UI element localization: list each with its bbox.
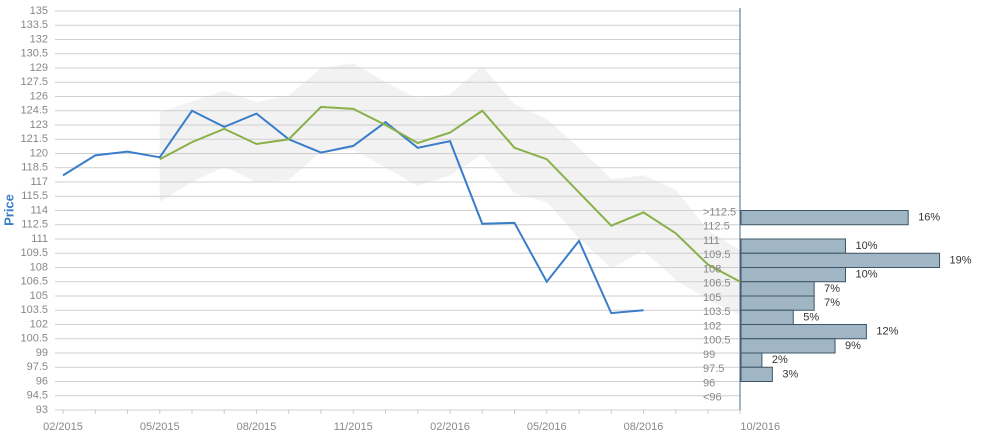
y-tick-label: 97.5 (27, 361, 48, 373)
x-tick-label: 02/2015 (43, 421, 83, 433)
histogram-bin-label: 99 (703, 349, 715, 361)
histogram-value-label: 10% (856, 269, 878, 281)
x-tick-label: 10/2016 (740, 421, 780, 433)
y-tick-label: 109.5 (20, 247, 48, 259)
histogram-bin-label: 97.5 (703, 363, 724, 375)
histogram-bin-label: 96 (703, 377, 715, 389)
y-tick-label: 124.5 (20, 105, 48, 117)
x-tick-label: 05/2015 (140, 421, 180, 433)
y-tick-label: 102 (30, 318, 48, 330)
y-tick-label: 96 (36, 375, 48, 387)
histogram-bin-label: 102 (703, 320, 721, 332)
y-tick-label: 117 (30, 176, 48, 188)
y-tick-label: 100.5 (20, 333, 48, 345)
histogram-bar (740, 324, 867, 340)
histogram-bar (740, 238, 846, 254)
histogram-bar (740, 352, 763, 368)
histogram-bin-label: 103.5 (703, 306, 731, 318)
y-tick-label: 127.5 (20, 76, 48, 88)
y-tick-label: 115.5 (21, 190, 48, 202)
histogram-value-label: 19% (950, 254, 972, 266)
histogram-bin-label: <96 (703, 392, 722, 404)
y-tick-label: 93 (36, 404, 48, 416)
histogram-bin-label: 112.5 (703, 221, 730, 233)
histogram-value-label: 5% (803, 311, 819, 323)
histogram-value-label: 12% (876, 326, 898, 338)
y-tick-label: 108 (30, 261, 48, 273)
y-tick-label: 123 (30, 119, 48, 131)
histogram-bin-label: 111 (703, 235, 720, 247)
histogram-value-label: 3% (782, 368, 798, 380)
y-tick-label: 129 (30, 62, 48, 74)
histogram-bin-label: 106.5 (703, 278, 731, 290)
histogram-bar (740, 252, 941, 268)
histogram-bar (740, 210, 909, 226)
y-axis-label: Price (1, 194, 16, 226)
histogram-value-label: 10% (856, 240, 878, 252)
histogram-bar (740, 295, 815, 311)
histogram-bar (740, 309, 794, 325)
y-tick-label: 103.5 (20, 304, 48, 316)
y-tick-label: 99 (36, 347, 48, 359)
histogram-bin-label: 109.5 (703, 249, 731, 261)
x-tick-label: 08/2015 (237, 421, 277, 433)
price-line (62, 109, 644, 315)
y-tick-label: 94.5 (27, 390, 48, 402)
histogram-bin-label: >112.5 (703, 206, 736, 218)
histogram-bar (740, 338, 836, 354)
y-tick-label: 111 (31, 233, 48, 245)
y-tick-label: 135 (30, 5, 48, 17)
y-tick-label: 126 (30, 90, 48, 102)
y-tick-label: 132 (30, 33, 48, 45)
y-tick-label: 133.5 (20, 19, 48, 31)
x-tick-label: 08/2016 (624, 421, 664, 433)
histogram-value-label: 7% (824, 297, 840, 309)
x-tick-label: 02/2016 (430, 421, 470, 433)
y-tick-label: 118.5 (21, 162, 48, 174)
y-tick-label: 112.5 (21, 219, 48, 231)
x-tick-label: 11/2015 (334, 421, 373, 433)
histogram-bar (740, 281, 815, 297)
x-tick-label: 05/2016 (527, 421, 567, 433)
histogram-bar (740, 366, 773, 382)
histogram-value-label: 16% (918, 212, 940, 224)
histogram-value-label: 7% (824, 283, 840, 295)
y-tick-label: 121.5 (20, 133, 48, 145)
y-tick-label: 106.5 (20, 276, 48, 288)
y-tick-label: 130.5 (20, 48, 48, 60)
histogram-bar (740, 267, 846, 283)
histogram-bin-label: 105 (703, 292, 721, 304)
price-line (159, 105, 741, 283)
y-tick-label: 105 (30, 290, 48, 302)
histogram-value-label: 2% (772, 354, 788, 366)
histogram-bin-label: 108 (703, 263, 721, 275)
forecast-band (159, 63, 741, 315)
y-tick-label: 120 (30, 147, 48, 159)
histogram-bin-label: 100.5 (703, 335, 731, 347)
histogram-value-label: 9% (845, 340, 861, 352)
y-tick-label: 114 (30, 204, 48, 216)
